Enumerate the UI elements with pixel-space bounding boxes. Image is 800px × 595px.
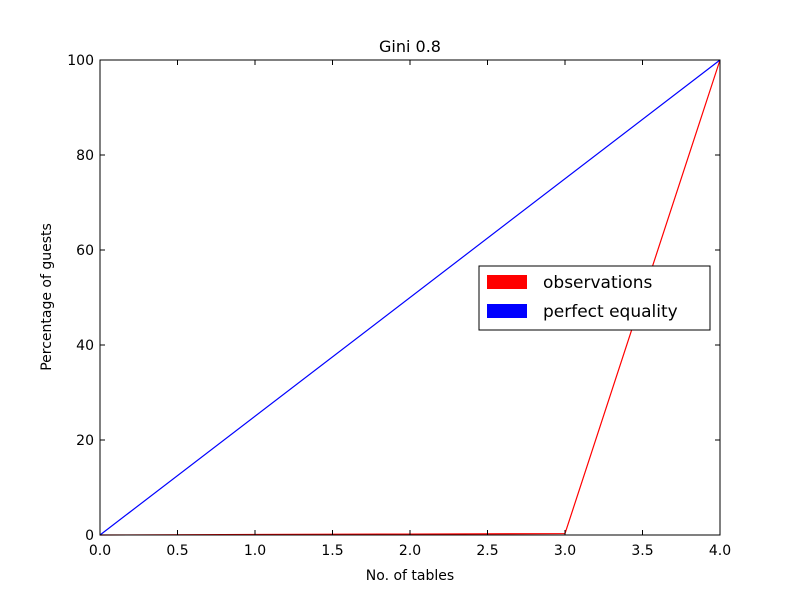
x-tick-label: 2.0 bbox=[399, 543, 421, 559]
plot-area: 0.0 0.5 1.0 1.5 2.0 2.5 3.0 3.5 4.0 0 20 40 60 80 100 bbox=[67, 53, 731, 559]
y-tick-label: 60 bbox=[76, 243, 94, 259]
legend-swatch-1 bbox=[487, 275, 527, 289]
x-tick-label: 1.0 bbox=[244, 543, 266, 559]
legend-swatch-2 bbox=[487, 304, 527, 318]
x-tick-label: 1.5 bbox=[321, 543, 343, 559]
legend: observations perfect equality bbox=[478, 265, 711, 331]
x-tick-label: 0.0 bbox=[89, 543, 111, 559]
y-tick-label: 80 bbox=[76, 148, 94, 164]
y-tick-label: 100 bbox=[67, 53, 94, 69]
series-line-2 bbox=[99, 59, 721, 536]
y-tick-label: 40 bbox=[76, 338, 94, 354]
x-tick-label: 3.5 bbox=[631, 543, 653, 559]
legend-label-1: observations bbox=[543, 273, 653, 293]
legend-label-2: perfect equality bbox=[543, 302, 678, 322]
x-tick-label: 3.0 bbox=[554, 543, 576, 559]
y-tick-label: 0 bbox=[85, 528, 94, 544]
x-tick-label: 2.5 bbox=[476, 543, 498, 559]
x-tick-label: 4.0 bbox=[709, 543, 731, 559]
y-tick-label: 20 bbox=[76, 433, 94, 449]
x-tick-label: 0.5 bbox=[166, 543, 188, 559]
chart-title: Gini 0.8 bbox=[379, 37, 441, 56]
y-axis-label: Percentage of guests bbox=[39, 223, 55, 371]
x-axis-label: No. of tables bbox=[366, 568, 454, 584]
